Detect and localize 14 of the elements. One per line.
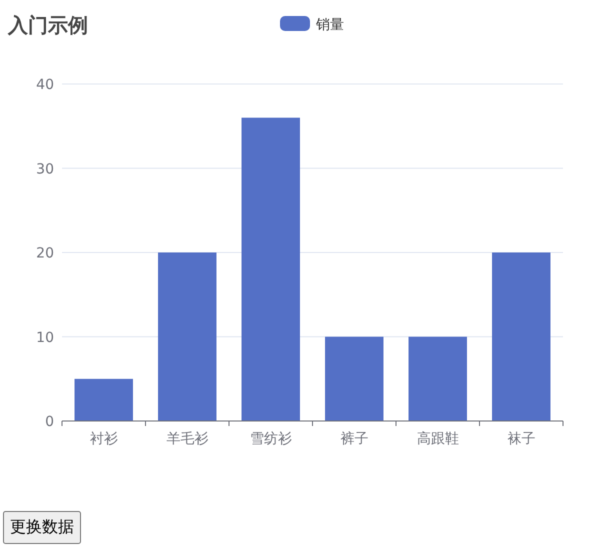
- xtick: 袜子: [507, 431, 536, 447]
- text: 更换数据: [3, 511, 81, 544]
- xtick: 裤子: [340, 431, 368, 447]
- ytick: 0: [45, 414, 54, 430]
- xtick: 羊毛衫: [166, 431, 208, 447]
- ytick: 20: [36, 246, 54, 262]
- ytick: 30: [36, 161, 54, 178]
- xtick: 高跟鞋: [416, 431, 459, 447]
- xtick: 衬衫: [90, 431, 118, 447]
- ytick: 10: [36, 330, 54, 346]
- xtick: 雪纺衫: [250, 431, 292, 447]
- title: 入门示例: [8, 13, 88, 37]
- ytick: 40: [36, 77, 54, 93]
- legend: 销量: [316, 17, 344, 33]
